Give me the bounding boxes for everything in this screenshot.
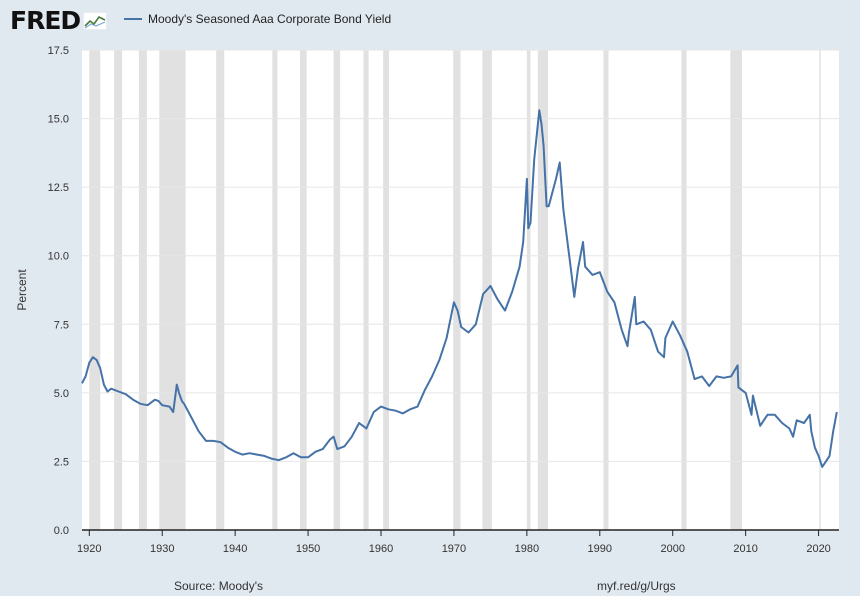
x-tick-label: 2000: [660, 543, 684, 555]
y-axis-title: Percent: [15, 269, 29, 311]
x-axis-ticks: 1920 1930 1940 1950 1960 1970 1980 1990 2000 2010…: [77, 530, 831, 555]
recession-band-8: [363, 50, 369, 530]
y-tick-label: 12.5: [48, 182, 69, 194]
series-layer: [81, 109, 838, 468]
y-tick-label: 17.5: [48, 45, 69, 57]
x-tick-label: 1930: [150, 543, 174, 555]
recession-band-13: [537, 50, 549, 530]
fred-graph-icon: [83, 11, 108, 30]
fred-logo[interactable]: FRED: [10, 6, 108, 35]
recession-band-0: [89, 50, 101, 530]
recession-band-9: [383, 50, 390, 530]
recession-band-15: [681, 50, 687, 530]
y-axis-ticks: 0.0 2.5 5.0 7.5 10.0 12.5 15.0 17.5: [48, 45, 69, 537]
recession-band-12: [526, 50, 531, 530]
recession-band-16: [730, 50, 743, 530]
x-tick-label: 1940: [223, 543, 247, 555]
y-tick-label: 15.0: [48, 114, 69, 126]
chart-legend: Moody's Seasoned Aaa Corporate Bond Yiel…: [124, 12, 391, 26]
chart-header: FRED Moody's Seasoned Aaa Corporate Bond…: [0, 0, 860, 42]
y-tick-label: 2.5: [54, 456, 69, 468]
fred-logo-text: FRED: [10, 6, 81, 35]
recession-band-3: [159, 50, 186, 530]
recession-band-5: [272, 50, 278, 530]
x-tick-label: 1950: [296, 543, 320, 555]
x-tick-label: 1960: [369, 543, 393, 555]
short-url-link[interactable]: myf.red/g/Urgs: [597, 579, 676, 593]
x-tick-label: 1990: [588, 543, 612, 555]
recession-band-17: [819, 50, 821, 530]
recession-band-2: [138, 50, 147, 530]
y-tick-label: 5.0: [54, 388, 69, 400]
recession-band-1: [114, 50, 123, 530]
x-tick-label: 1970: [442, 543, 466, 555]
x-tick-label: 1980: [515, 543, 539, 555]
recession-band-7: [333, 50, 341, 530]
recession-band-4: [216, 50, 225, 530]
y-tick-label: 7.5: [54, 319, 69, 331]
recession-band-10: [453, 50, 461, 530]
source-credit: Source: Moody's: [174, 579, 263, 593]
x-tick-label: 1920: [77, 543, 101, 555]
x-tick-label: 2020: [806, 543, 830, 555]
legend-label: Moody's Seasoned Aaa Corporate Bond Yiel…: [148, 12, 392, 26]
y-tick-label: 10.0: [48, 251, 69, 263]
y-tick-label: 0.0: [54, 525, 69, 537]
x-tick-label: 2010: [733, 543, 757, 555]
legend-swatch: [124, 18, 142, 20]
recession-band-6: [300, 50, 307, 530]
series-line-0: [81, 109, 838, 468]
